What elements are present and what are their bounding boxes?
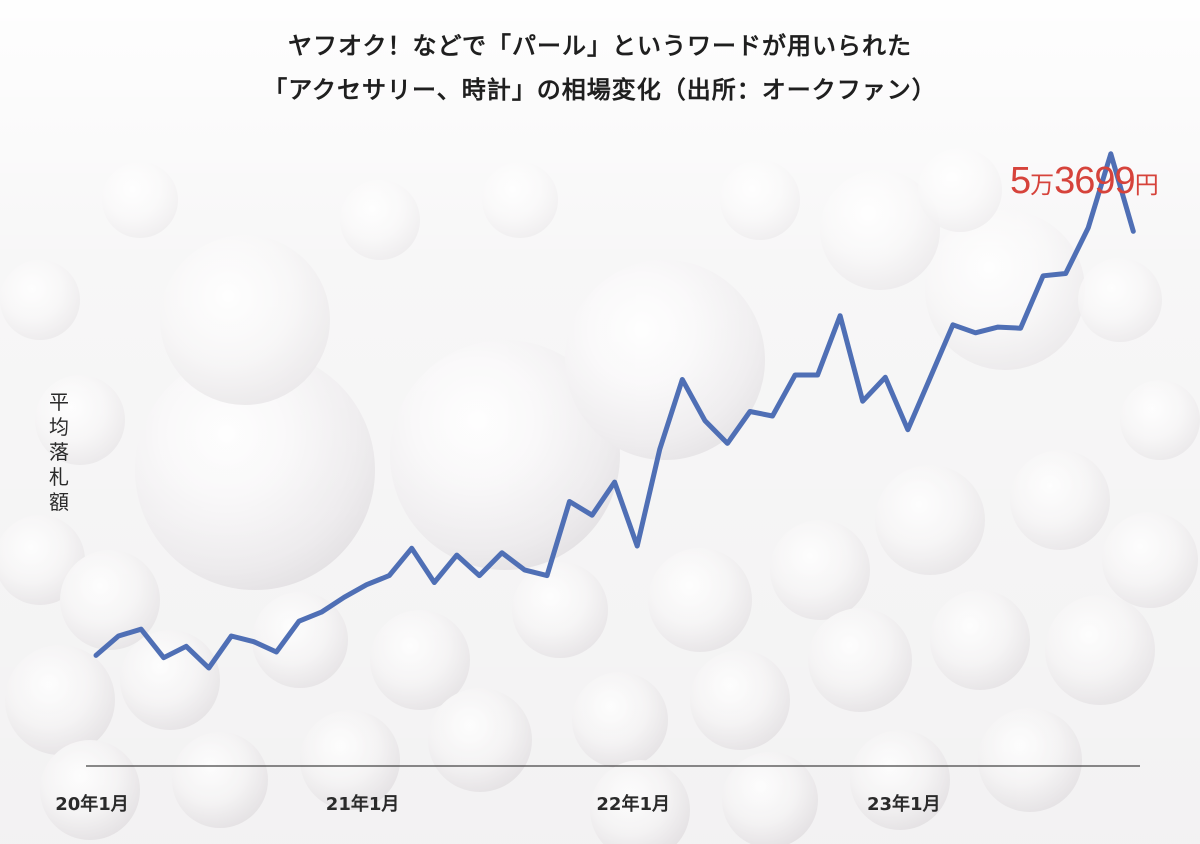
data-point: [862, 400, 864, 402]
data-point: [118, 635, 120, 637]
data-point: [456, 554, 458, 556]
x-tick-label: 20年1月: [55, 793, 129, 815]
data-point: [794, 374, 796, 376]
x-tick-label: 22年1月: [596, 793, 670, 815]
x-tick-label: 23年1月: [867, 793, 941, 815]
data-point: [321, 611, 322, 613]
data-point: [929, 376, 931, 378]
data-point: [388, 575, 390, 577]
data-point: [208, 667, 210, 669]
chart-title-line-2: 「アクセサリー、時計」の相場変化（出所：オークファン）: [263, 76, 937, 104]
data-point: [140, 628, 142, 630]
data-point: [163, 657, 165, 659]
data-point: [95, 654, 97, 656]
data-point: [749, 410, 751, 412]
data-point: [275, 651, 277, 653]
data-point: [726, 442, 728, 444]
chart-title-line-1: ヤフオク！などで「パール」というワードが用いられた: [287, 32, 913, 60]
data-point: [501, 552, 503, 554]
data-point: [478, 575, 480, 577]
data-point: [230, 635, 232, 637]
series-line: [93, 151, 1136, 671]
data-point: [1087, 227, 1089, 229]
peak-value-annotation: 5万3699円: [1010, 160, 1159, 203]
data-point: [546, 575, 548, 577]
y-axis-label: 平 均 落 札 額: [49, 390, 69, 514]
peak-value-unit: 円: [1134, 172, 1159, 199]
data-point: [1065, 273, 1067, 275]
data-point: [907, 429, 909, 431]
data-point: [253, 641, 255, 643]
data-point: [884, 376, 886, 378]
data-point: [569, 501, 571, 503]
data-point: [1110, 153, 1112, 155]
data-point: [817, 374, 819, 376]
data-point: [952, 324, 954, 326]
data-point: [614, 481, 616, 483]
data-point: [1042, 275, 1044, 277]
data-point: [636, 545, 638, 547]
data-point: [997, 326, 999, 328]
data-point: [1020, 327, 1022, 329]
data-point: [704, 420, 706, 422]
data-point: [185, 645, 187, 647]
peak-value-man: 万: [1030, 172, 1055, 199]
data-point: [343, 596, 345, 598]
data-point: [1132, 230, 1134, 232]
data-point: [659, 448, 661, 450]
data-point: [772, 415, 773, 417]
data-point: [433, 581, 435, 583]
data-point: [681, 379, 683, 381]
data-point: [298, 620, 300, 622]
data-point: [366, 584, 368, 586]
data-point: [411, 547, 413, 549]
data-point: [591, 514, 593, 516]
x-tick-label: 21年1月: [326, 793, 400, 815]
peak-value-rest: 3699: [1054, 160, 1136, 202]
data-point: [523, 569, 525, 571]
peak-value-prefix: 5: [1010, 160, 1031, 202]
data-point: [974, 332, 976, 334]
data-point: [839, 315, 841, 317]
